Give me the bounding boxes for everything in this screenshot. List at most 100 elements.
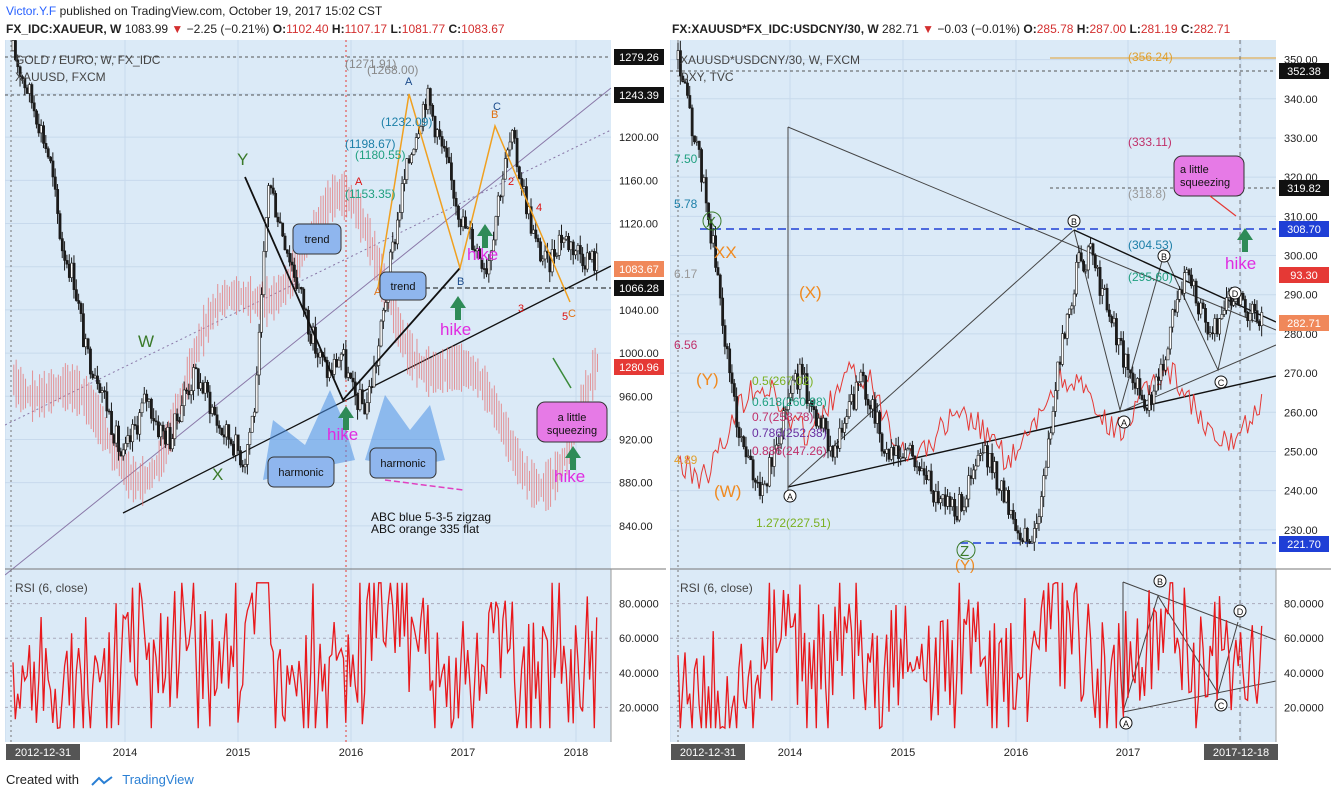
candle-body: [960, 494, 964, 511]
time-axis[interactable]: [5, 742, 666, 762]
candle-body: [140, 402, 144, 413]
trend-box[interactable]: [379, 271, 427, 301]
note-line: ABC blue 5-3-5 zigzag: [371, 510, 491, 524]
wave-label: 5: [562, 311, 568, 323]
candle-body: [489, 250, 493, 261]
candle-body: [887, 448, 891, 460]
price-axis[interactable]: [611, 40, 666, 762]
lower-wedge: [1119, 344, 1277, 413]
candle-body: [100, 390, 104, 393]
candle-body: [222, 434, 226, 438]
xauusd-cny-chart-panel[interactable]: (356.24) (333.11) (318.8) (304.53) (295.…: [670, 40, 1331, 762]
time-axis-ticks: 2012-12-31 2014 2015 2016 2017 2017-12-18: [671, 744, 1278, 760]
trend-box[interactable]: [292, 223, 342, 255]
candle-body: [1056, 361, 1060, 391]
candle-body: [908, 444, 912, 449]
chart-title: GOLD / EURO, W, FX_IDC: [15, 53, 161, 67]
point-a-marker: [1119, 716, 1133, 730]
right-symbol[interactable]: FX:XAUUSD*FX_IDC:USDCNY/30, W: [672, 22, 879, 36]
wave-label: B: [457, 276, 464, 288]
tradingview-link[interactable]: TradingView: [122, 772, 194, 787]
candle-body: [749, 455, 753, 461]
candle-body: [503, 158, 507, 180]
candle-body: [557, 234, 561, 256]
candle-body: [695, 140, 699, 143]
candle-body: [171, 438, 174, 450]
candle-body: [868, 404, 872, 410]
author-link[interactable]: Victor.Y.F: [6, 4, 57, 18]
support-line: [787, 375, 1277, 488]
xaueur-chart-panel[interactable]: (1271.91) (1268.00) (1232.09) (1198.67) …: [5, 40, 666, 762]
candle-body: [25, 87, 29, 94]
candle-body: [721, 297, 725, 326]
candle-body: [1253, 303, 1257, 311]
candle-body: [1164, 359, 1168, 371]
candle-body: [138, 412, 142, 435]
candle-body: [105, 391, 109, 412]
wave-labels: Y X W A B C A B C 2 3 4 5 A: [138, 76, 576, 484]
candle-body: [962, 506, 966, 511]
candle-body: [730, 372, 734, 384]
candle-body: [824, 417, 828, 430]
harmonic-box[interactable]: [369, 447, 437, 479]
candle-body: [751, 459, 755, 481]
candle-body: [271, 187, 275, 194]
squeeze-box[interactable]: [1173, 155, 1245, 197]
wave-label: (X): [799, 283, 822, 302]
time-axis-ticks: 2012-12-31 2014 2015 2016 2017 2018: [6, 744, 588, 760]
point-label: A: [1121, 418, 1127, 428]
candle-body: [1068, 308, 1071, 315]
price-tag-high: [1279, 63, 1329, 79]
price-tag-text: 1280.96: [619, 362, 659, 374]
candle-body: [515, 137, 519, 168]
candle-body: [786, 397, 790, 410]
candle-body: [1124, 353, 1128, 368]
candle-body: [761, 484, 764, 496]
candle-body: [983, 445, 987, 454]
candle-body: [683, 81, 687, 84]
candle-body: [325, 359, 329, 378]
candle-body: [119, 451, 123, 457]
price-axis[interactable]: [1276, 40, 1331, 762]
candle-body: [358, 389, 362, 410]
candle-body: [16, 59, 20, 68]
candle-body: [697, 140, 701, 150]
left-symbol[interactable]: FX_IDC:XAUEUR, W: [6, 22, 122, 36]
point-label: C: [1218, 701, 1225, 711]
candle-body: [91, 373, 95, 379]
candle-body: [220, 427, 224, 436]
xauusd-cny-chart-svg: (356.24) (333.11) (318.8) (304.53) (295.…: [670, 40, 1331, 762]
candle-body: [433, 116, 437, 138]
candle-body: [44, 143, 48, 149]
candle-body: [161, 424, 165, 432]
price-tag-blue: [1279, 221, 1329, 237]
candle-body: [854, 381, 858, 410]
candle-body: [98, 383, 102, 393]
candle-body: [1161, 363, 1165, 371]
candle-body: [1260, 312, 1264, 327]
point-label: A: [787, 492, 793, 502]
candle-body: [747, 455, 750, 458]
squeeze-label: squeezing: [547, 425, 597, 437]
candle-body: [711, 235, 715, 244]
y-tick-label: 240.00: [1284, 486, 1318, 498]
candle-body: [1178, 289, 1182, 300]
candle-body: [370, 386, 374, 388]
candle-body: [522, 186, 526, 190]
candle-body: [904, 449, 907, 459]
squeeze-box[interactable]: [536, 401, 608, 443]
rsi-abcd-line: [1122, 594, 1239, 713]
candle-body: [452, 179, 456, 199]
candle-body: [716, 267, 720, 276]
candle-body: [1175, 299, 1179, 313]
candle-body: [65, 260, 69, 265]
candle-body: [74, 289, 78, 301]
candle-body: [396, 219, 399, 245]
rsi-title: RSI (6, close): [15, 581, 88, 595]
y-tick-label: 1200.00: [619, 132, 659, 144]
candle-body: [450, 162, 453, 181]
candle-body: [779, 435, 783, 445]
candle-body: [194, 367, 198, 370]
time-axis[interactable]: [670, 742, 1331, 762]
harmonic-box[interactable]: [267, 456, 335, 488]
